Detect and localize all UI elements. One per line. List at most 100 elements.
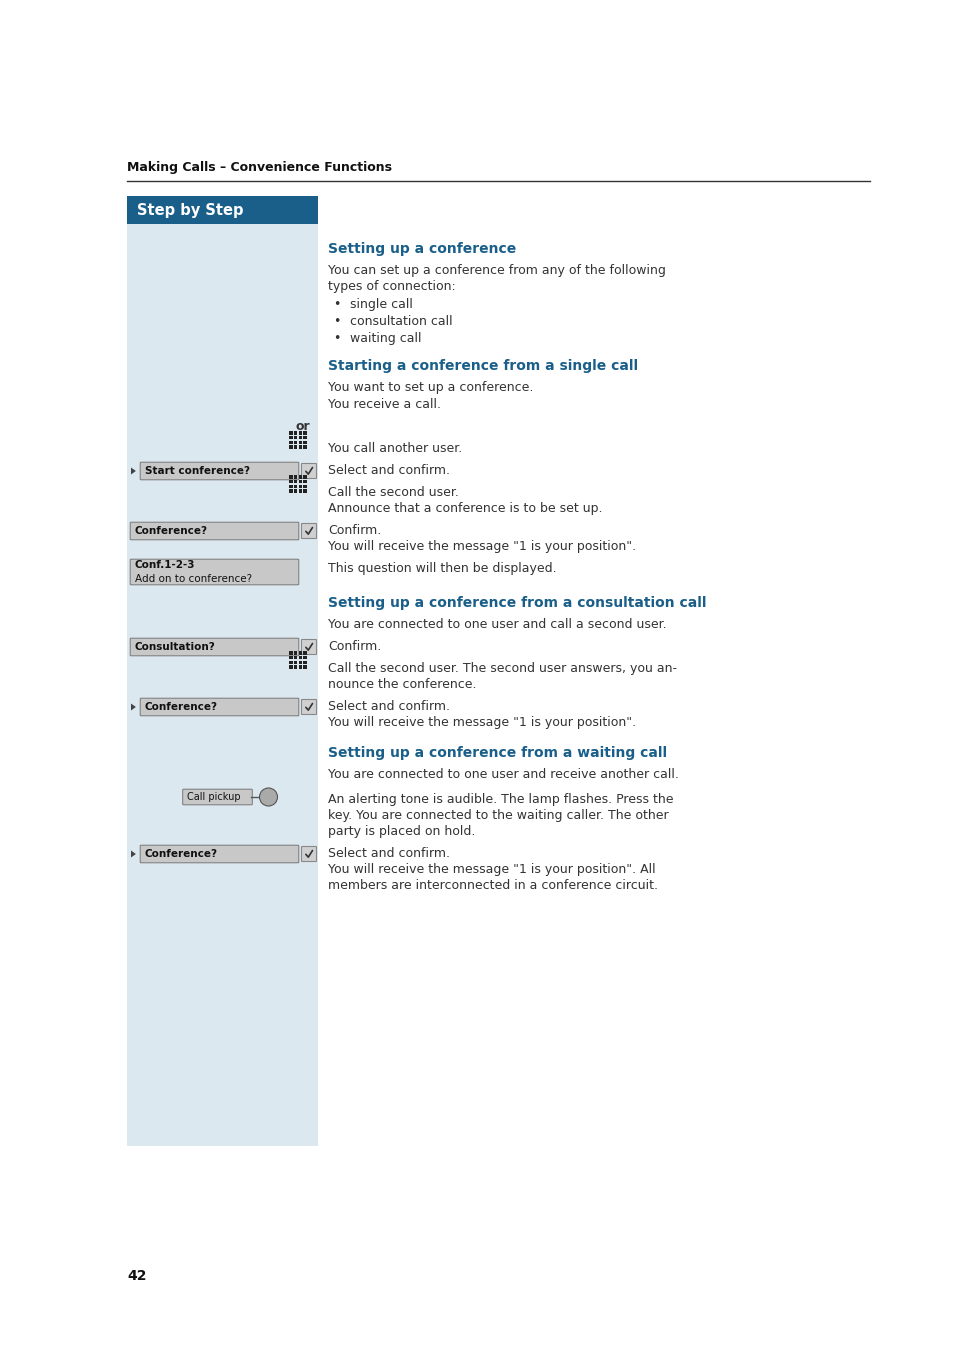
- Bar: [298, 651, 302, 654]
- Text: You are connected to one user and receive another call.: You are connected to one user and receiv…: [328, 767, 679, 781]
- Bar: [294, 440, 297, 444]
- FancyBboxPatch shape: [301, 523, 316, 539]
- Text: nounce the conference.: nounce the conference.: [328, 678, 476, 690]
- Polygon shape: [131, 467, 135, 474]
- Bar: [294, 657, 297, 659]
- Text: •: •: [333, 299, 340, 311]
- Bar: [303, 440, 306, 444]
- FancyBboxPatch shape: [183, 789, 252, 805]
- Text: •: •: [333, 332, 340, 345]
- Polygon shape: [131, 704, 135, 711]
- Text: You will receive the message "1 is your position". All: You will receive the message "1 is your …: [328, 863, 655, 875]
- Text: or: or: [295, 420, 310, 434]
- Bar: [303, 485, 306, 488]
- Text: This question will then be displayed.: This question will then be displayed.: [328, 562, 556, 576]
- Bar: [303, 651, 306, 654]
- FancyBboxPatch shape: [140, 698, 298, 716]
- Text: consultation call: consultation call: [350, 315, 452, 328]
- Text: You can set up a conference from any of the following: You can set up a conference from any of …: [328, 263, 665, 277]
- Bar: [294, 480, 297, 484]
- Text: key. You are connected to the waiting caller. The other: key. You are connected to the waiting ca…: [328, 809, 668, 821]
- Bar: [298, 446, 302, 449]
- Bar: [298, 440, 302, 444]
- Bar: [294, 446, 297, 449]
- Text: An alerting tone is audible. The lamp flashes. Press the: An alerting tone is audible. The lamp fl…: [328, 793, 673, 807]
- Bar: [294, 661, 297, 663]
- Bar: [294, 436, 297, 439]
- Bar: [298, 476, 302, 478]
- Circle shape: [259, 788, 277, 807]
- Text: Confirm.: Confirm.: [328, 640, 381, 653]
- Text: 42: 42: [127, 1269, 147, 1283]
- Bar: [127, 196, 317, 224]
- Bar: [298, 489, 302, 493]
- Bar: [294, 476, 297, 478]
- Text: single call: single call: [350, 299, 413, 311]
- Bar: [289, 661, 293, 663]
- Bar: [289, 489, 293, 493]
- Bar: [303, 431, 306, 435]
- FancyBboxPatch shape: [130, 523, 298, 540]
- Bar: [303, 666, 306, 669]
- Text: Announce that a conference is to be set up.: Announce that a conference is to be set …: [328, 503, 602, 515]
- Bar: [289, 446, 293, 449]
- Bar: [289, 431, 293, 435]
- Text: Start conference?: Start conference?: [145, 466, 250, 476]
- Text: Add on to conference?: Add on to conference?: [135, 574, 252, 584]
- Text: Setting up a conference from a consultation call: Setting up a conference from a consultat…: [328, 596, 706, 611]
- Bar: [289, 440, 293, 444]
- Text: Consultation?: Consultation?: [135, 642, 215, 653]
- Text: You are connected to one user and call a second user.: You are connected to one user and call a…: [328, 617, 666, 631]
- FancyBboxPatch shape: [301, 639, 316, 654]
- Text: Conference?: Conference?: [135, 526, 208, 536]
- Text: You want to set up a conference.: You want to set up a conference.: [328, 381, 533, 394]
- Bar: [294, 489, 297, 493]
- Text: waiting call: waiting call: [350, 332, 421, 345]
- Text: You receive a call.: You receive a call.: [328, 399, 440, 411]
- Text: You will receive the message "1 is your position".: You will receive the message "1 is your …: [328, 540, 636, 553]
- Bar: [289, 666, 293, 669]
- Bar: [303, 661, 306, 663]
- FancyBboxPatch shape: [130, 559, 298, 585]
- Text: Call the second user. The second user answers, you an-: Call the second user. The second user an…: [328, 662, 677, 676]
- FancyBboxPatch shape: [301, 700, 316, 715]
- Text: Step by Step: Step by Step: [137, 203, 243, 218]
- Bar: [294, 666, 297, 669]
- Text: Setting up a conference from a waiting call: Setting up a conference from a waiting c…: [328, 746, 666, 761]
- Text: You call another user.: You call another user.: [328, 442, 462, 455]
- Text: You will receive the message "1 is your position".: You will receive the message "1 is your …: [328, 716, 636, 730]
- Text: Call the second user.: Call the second user.: [328, 486, 458, 499]
- Text: Conference?: Conference?: [145, 703, 218, 712]
- FancyBboxPatch shape: [140, 462, 298, 480]
- Bar: [127, 224, 317, 1146]
- FancyBboxPatch shape: [301, 463, 316, 478]
- Text: Conference?: Conference?: [145, 848, 218, 859]
- Bar: [298, 666, 302, 669]
- Bar: [303, 476, 306, 478]
- Bar: [303, 657, 306, 659]
- Text: Call pickup: Call pickup: [188, 792, 241, 802]
- Bar: [289, 485, 293, 488]
- Bar: [289, 657, 293, 659]
- Bar: [298, 436, 302, 439]
- Text: Select and confirm.: Select and confirm.: [328, 463, 450, 477]
- Bar: [298, 485, 302, 488]
- Text: Confirm.: Confirm.: [328, 524, 381, 536]
- Bar: [289, 651, 293, 654]
- FancyBboxPatch shape: [130, 638, 298, 655]
- Text: Making Calls – Convenience Functions: Making Calls – Convenience Functions: [127, 161, 392, 174]
- Text: types of connection:: types of connection:: [328, 280, 456, 293]
- Bar: [289, 476, 293, 478]
- FancyBboxPatch shape: [301, 847, 316, 862]
- Polygon shape: [131, 851, 135, 858]
- FancyBboxPatch shape: [140, 846, 298, 863]
- Bar: [298, 661, 302, 663]
- Bar: [303, 489, 306, 493]
- Text: Conf.1-2-3: Conf.1-2-3: [135, 561, 195, 570]
- Text: members are interconnected in a conference circuit.: members are interconnected in a conferen…: [328, 880, 658, 892]
- Bar: [294, 431, 297, 435]
- Bar: [303, 446, 306, 449]
- Bar: [294, 651, 297, 654]
- Bar: [298, 657, 302, 659]
- Bar: [298, 431, 302, 435]
